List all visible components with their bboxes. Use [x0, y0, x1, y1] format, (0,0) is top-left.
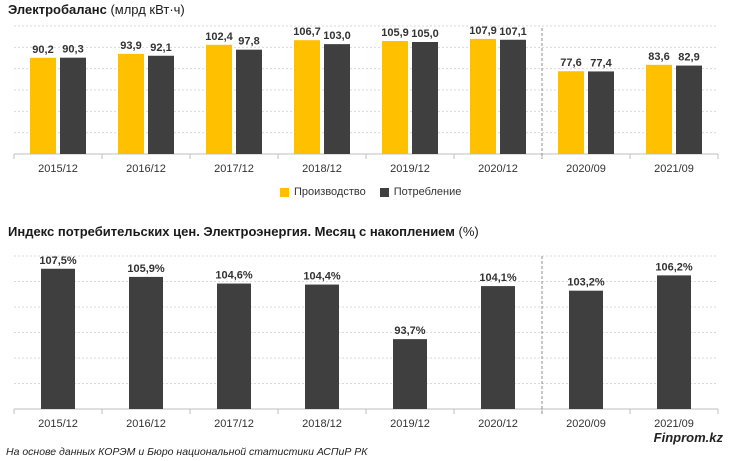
data-label: 77,4	[590, 57, 612, 69]
bar	[30, 57, 56, 154]
bar	[206, 44, 232, 155]
data-label: 90,2	[32, 44, 53, 56]
bar	[393, 339, 427, 409]
bar	[305, 284, 339, 409]
data-label: 77,6	[560, 57, 581, 69]
data-label: 105,9%	[127, 263, 165, 275]
bar	[481, 286, 515, 409]
data-label: 103,2%	[567, 277, 605, 289]
legend-swatch-consumption	[379, 187, 389, 197]
data-label: 92,1	[150, 42, 171, 54]
bar	[558, 71, 584, 154]
legend-item-consumption: Потребление	[379, 186, 462, 198]
x-tick-label: 2016/12	[126, 418, 166, 430]
data-label: 107,9	[469, 25, 497, 37]
bar	[217, 283, 251, 409]
data-label: 103,0	[323, 30, 351, 42]
legend-swatch-production	[280, 187, 289, 197]
data-label: 105,9	[381, 27, 409, 39]
x-tick-label: 2015/12	[38, 418, 78, 430]
data-label: 107,5%	[39, 255, 77, 267]
data-label: 106,7	[293, 26, 321, 38]
chart1-legend: Производство Потребление	[280, 186, 461, 198]
x-tick-label: 2018/12	[302, 418, 342, 430]
data-label: 93,7%	[394, 325, 425, 337]
bar	[588, 71, 614, 154]
data-label: 105,0	[411, 28, 439, 40]
x-tick-label: 2019/12	[390, 418, 430, 430]
x-tick-label: 2019/12	[390, 163, 430, 175]
data-label: 106,2%	[655, 261, 693, 273]
bar	[500, 39, 526, 155]
bar	[129, 276, 163, 409]
bar	[676, 65, 702, 154]
data-label: 104,6%	[215, 270, 253, 282]
data-label: 104,1%	[479, 272, 517, 284]
x-tick-label: 2015/12	[38, 163, 78, 175]
x-tick-label: 2017/12	[214, 163, 254, 175]
bar	[382, 41, 408, 154]
data-label: 93,9	[120, 40, 141, 52]
bar	[470, 38, 496, 155]
legend-item-production: Производство	[280, 186, 366, 198]
chart2-title: Индекс потребительских цен. Электроэнерг…	[8, 224, 479, 239]
bar	[236, 49, 262, 154]
bar	[60, 57, 86, 154]
bar	[657, 275, 691, 409]
bar	[412, 42, 438, 154]
x-tick-label: 2020/09	[566, 418, 606, 430]
data-label: 90,3	[62, 44, 83, 56]
x-tick-label: 2020/12	[478, 163, 518, 175]
electro-balance-chart: 2015/12 90,2 90,3 2016/12 93,9 92,1 2017/12 102…	[13, 25, 719, 175]
x-tick-label: 2021/09	[654, 163, 694, 175]
x-tick-label: 2020/12	[478, 418, 518, 430]
data-label: 104,4%	[303, 271, 341, 283]
x-tick-label: 2016/12	[126, 163, 166, 175]
data-label: 107,1	[499, 26, 527, 38]
source-note: На основе данных КОРЭМ и Бюро национальн…	[6, 446, 368, 458]
data-label: 83,6	[648, 51, 669, 63]
data-label: 102,4	[205, 31, 233, 43]
bar	[324, 44, 350, 155]
chart1-title: Электробаланс (млрд кВт·ч)	[8, 2, 185, 17]
legend-label-consumption: Потребление	[393, 186, 462, 198]
bar	[646, 64, 672, 154]
x-tick-label: 2020/09	[566, 163, 606, 175]
bar	[148, 55, 174, 155]
x-tick-label: 2018/12	[302, 163, 342, 175]
bar	[118, 53, 144, 155]
x-tick-label: 2021/09	[654, 418, 694, 430]
data-label: 82,9	[678, 52, 699, 64]
bar	[569, 290, 603, 409]
data-label: 97,8	[238, 36, 259, 48]
legend-label-production: Производство	[294, 186, 366, 198]
x-tick-label: 2017/12	[214, 418, 254, 430]
brand-logo-text: Finprom.kz	[653, 430, 723, 445]
bar	[294, 40, 320, 154]
bar	[41, 268, 75, 409]
